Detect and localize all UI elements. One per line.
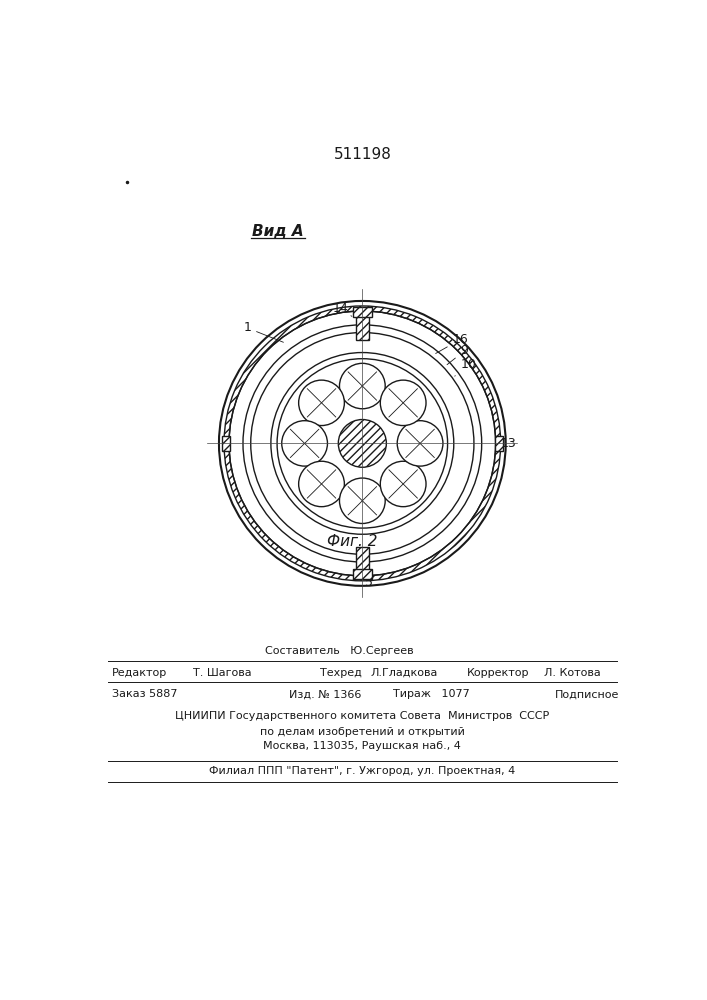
Text: Составитель   Ю.Сергеев: Составитель Ю.Сергеев <box>265 646 414 656</box>
Text: Тираж   1077: Тираж 1077 <box>393 689 470 699</box>
Bar <box>353 307 372 317</box>
Bar <box>356 311 369 340</box>
Text: Т. Шагова: Т. Шагова <box>193 668 252 678</box>
Bar <box>495 436 503 451</box>
Circle shape <box>380 380 426 426</box>
Text: 16: 16 <box>436 333 468 353</box>
Text: 10: 10 <box>455 358 476 376</box>
Circle shape <box>281 421 327 466</box>
Circle shape <box>298 461 344 507</box>
Circle shape <box>397 421 443 466</box>
Text: по делам изобретений и открытий: по делам изобретений и открытий <box>260 727 464 737</box>
Circle shape <box>339 478 385 523</box>
Text: ЦНИИПИ Государственного комитета Совета  Министров  СССР: ЦНИИПИ Государственного комитета Совета … <box>175 711 549 721</box>
Text: 13: 13 <box>497 437 516 450</box>
Circle shape <box>243 325 481 562</box>
Text: Корректор: Корректор <box>467 668 530 678</box>
Text: 9: 9 <box>447 344 468 365</box>
Circle shape <box>339 420 386 467</box>
Text: 5: 5 <box>363 568 373 588</box>
Circle shape <box>380 461 426 507</box>
Text: 14: 14 <box>332 302 352 316</box>
Text: Филиал ППП "Патент", г. Ужгород, ул. Проектная, 4: Филиал ППП "Патент", г. Ужгород, ул. Про… <box>209 766 515 776</box>
Bar <box>353 569 372 579</box>
Circle shape <box>271 353 454 534</box>
Text: 1: 1 <box>243 321 284 342</box>
Text: Вид А: Вид А <box>252 224 304 239</box>
Text: Заказ 5887: Заказ 5887 <box>112 689 177 699</box>
Bar <box>356 547 369 576</box>
Text: Техред: Техред <box>320 668 361 678</box>
Text: 511198: 511198 <box>334 147 391 162</box>
Text: Фиг. 2: Фиг. 2 <box>327 534 377 549</box>
Text: Изд. № 1366: Изд. № 1366 <box>288 689 361 699</box>
Circle shape <box>339 363 385 409</box>
Text: Л. Котова: Л. Котова <box>544 668 601 678</box>
Circle shape <box>298 380 344 426</box>
Text: Л.Гладкова: Л.Гладкова <box>370 668 438 678</box>
Bar <box>222 436 230 451</box>
Text: Подписное: Подписное <box>555 689 619 699</box>
Text: Редактор: Редактор <box>112 668 167 678</box>
Text: Москва, 113035, Раушская наб., 4: Москва, 113035, Раушская наб., 4 <box>264 741 461 751</box>
